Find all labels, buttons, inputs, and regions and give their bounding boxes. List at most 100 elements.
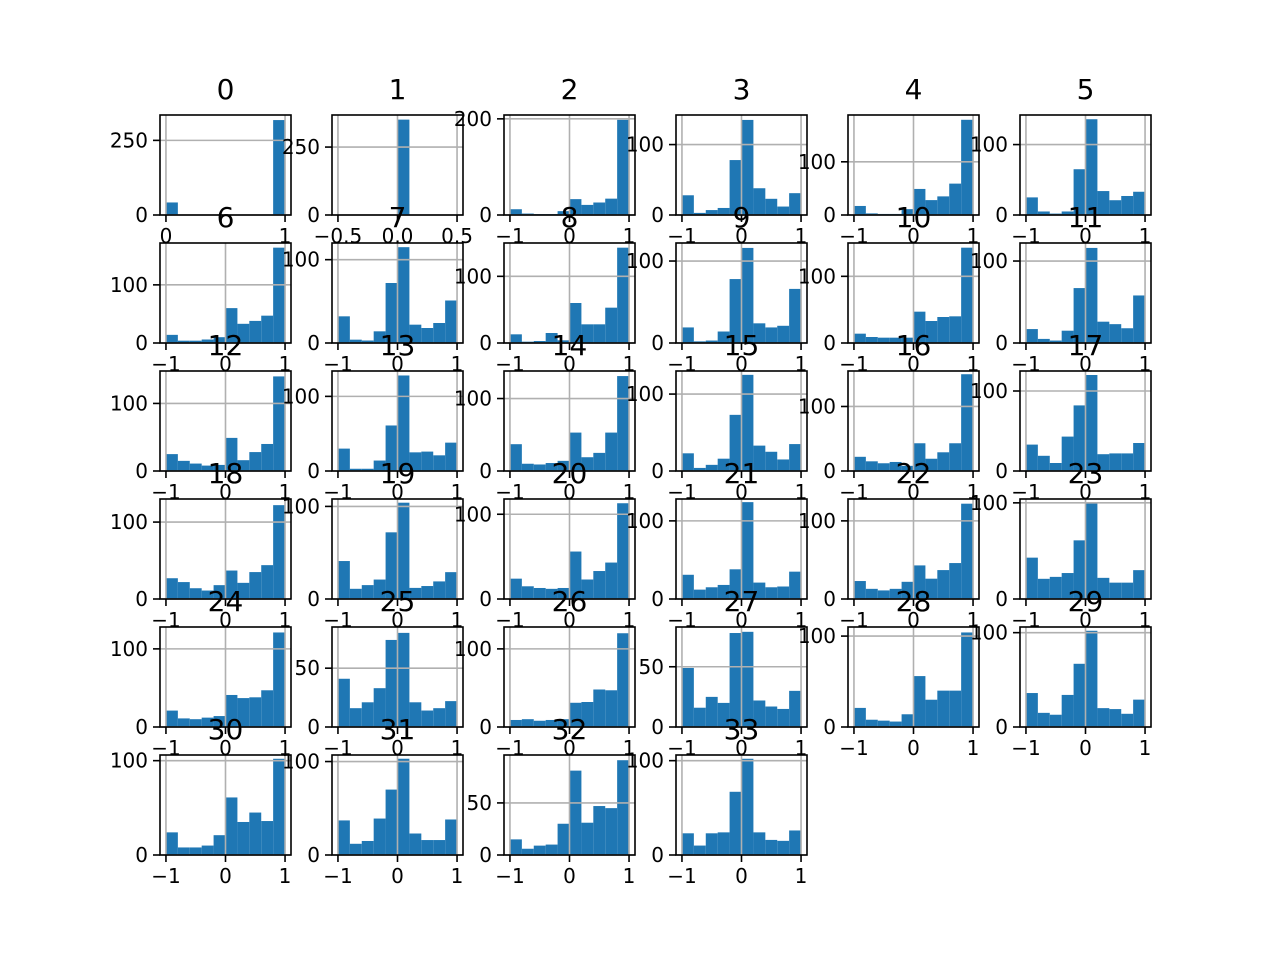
histogram-bar	[925, 578, 938, 599]
histogram-bar	[937, 452, 950, 471]
histogram-bar	[865, 337, 878, 343]
histogram-bar	[1061, 573, 1074, 599]
histogram-bar	[201, 845, 214, 855]
histogram-bar	[421, 710, 434, 727]
x-tick-label: 0	[1079, 352, 1092, 376]
y-tick-label: 100	[798, 394, 836, 418]
x-tick-label: 1	[623, 736, 636, 760]
histogram-bar	[165, 454, 178, 471]
subplot-title: 30	[208, 713, 244, 746]
histogram-bar	[925, 200, 938, 215]
histogram-bar	[853, 333, 866, 343]
histogram-bar	[361, 468, 374, 471]
x-tick-label: 0	[391, 608, 404, 632]
x-tick-label: 1	[279, 736, 292, 760]
y-tick-label: 0	[651, 331, 664, 355]
histogram-bar	[1133, 443, 1146, 471]
subplot-title: 18	[208, 457, 244, 490]
histogram-bar	[741, 631, 754, 727]
histogram-bar	[165, 578, 178, 599]
x-tick-label: −1	[495, 864, 524, 888]
y-tick-label: 100	[626, 749, 664, 773]
histogram-bar	[225, 694, 238, 727]
histogram-bar	[349, 468, 362, 471]
y-tick-label: 0	[307, 587, 320, 611]
x-tick-label: −1	[839, 736, 868, 760]
histogram-bar	[1109, 582, 1122, 599]
y-tick-label: 0	[651, 843, 664, 867]
histogram-bar	[349, 708, 362, 727]
x-tick-label: 0	[907, 480, 920, 504]
histogram-bar	[1121, 713, 1134, 727]
x-tick-label: 1	[795, 608, 808, 632]
histogram-bar	[717, 207, 730, 215]
histogram-bar	[693, 341, 706, 343]
x-tick-label: 1	[1139, 480, 1152, 504]
histogram-bar	[337, 820, 350, 855]
histogram-bar	[1133, 699, 1146, 727]
histogram-bar	[213, 716, 226, 727]
histogram-bar	[237, 821, 250, 855]
histogram-bar	[509, 719, 522, 727]
histogram-bar	[361, 340, 374, 343]
histogram-bar	[385, 532, 398, 599]
x-tick-label: 0	[391, 736, 404, 760]
y-tick-label: 0	[479, 587, 492, 611]
histogram-bar	[337, 448, 350, 471]
histogram-bar	[765, 706, 778, 727]
histogram-bar	[901, 337, 914, 343]
y-tick-label: 100	[798, 264, 836, 288]
subplot-title: 0	[217, 73, 235, 106]
histogram-bar	[765, 327, 778, 343]
histogram-bar	[693, 707, 706, 727]
x-tick-label: 1	[451, 480, 464, 504]
y-tick-label: 0	[479, 203, 492, 227]
subplot-title: 26	[552, 585, 588, 618]
x-tick-label: 1	[279, 224, 292, 248]
histogram-bar	[273, 632, 286, 727]
histogram-bar	[617, 503, 630, 599]
subplot-title: 21	[724, 457, 760, 490]
x-tick-label: 1	[1139, 736, 1152, 760]
x-tick-label: 1	[623, 608, 636, 632]
histogram-bar	[1037, 455, 1050, 471]
y-tick-label: 0	[823, 715, 836, 739]
histogram-bar	[705, 210, 718, 215]
histogram-bar	[225, 797, 238, 855]
subplot-title: 16	[896, 329, 932, 362]
histogram-bar	[1073, 405, 1086, 471]
subplot-title: 29	[1068, 585, 1104, 618]
x-tick-label: 1	[967, 736, 980, 760]
x-tick-label: 1	[451, 608, 464, 632]
y-tick-label: 0	[479, 843, 492, 867]
histogram-bar	[397, 375, 410, 471]
histogram-bar	[617, 760, 630, 855]
histogram-bar	[581, 579, 594, 599]
y-tick-label: 0	[995, 459, 1008, 483]
y-tick-label: 0	[307, 203, 320, 227]
histogram-bar	[509, 839, 522, 856]
histogram-bar	[189, 719, 202, 727]
histogram-bar	[509, 209, 522, 215]
y-tick-label: 0	[479, 715, 492, 739]
y-tick-label: 0	[135, 715, 148, 739]
histogram-bar	[741, 502, 754, 600]
histogram-bar	[237, 698, 250, 727]
histogram-bar	[753, 188, 766, 215]
histogram-bar	[1061, 694, 1074, 727]
histogram-bar	[569, 770, 582, 856]
histogram-bar	[605, 562, 618, 599]
histogram-bar	[605, 432, 618, 471]
histogram-bar	[433, 581, 446, 599]
y-tick-label: 50	[295, 656, 320, 680]
histogram-bar	[789, 830, 802, 855]
y-tick-label: 100	[110, 749, 148, 773]
histogram-bar	[409, 587, 422, 599]
histogram-bar	[373, 460, 386, 471]
histogram-bar	[729, 414, 742, 471]
